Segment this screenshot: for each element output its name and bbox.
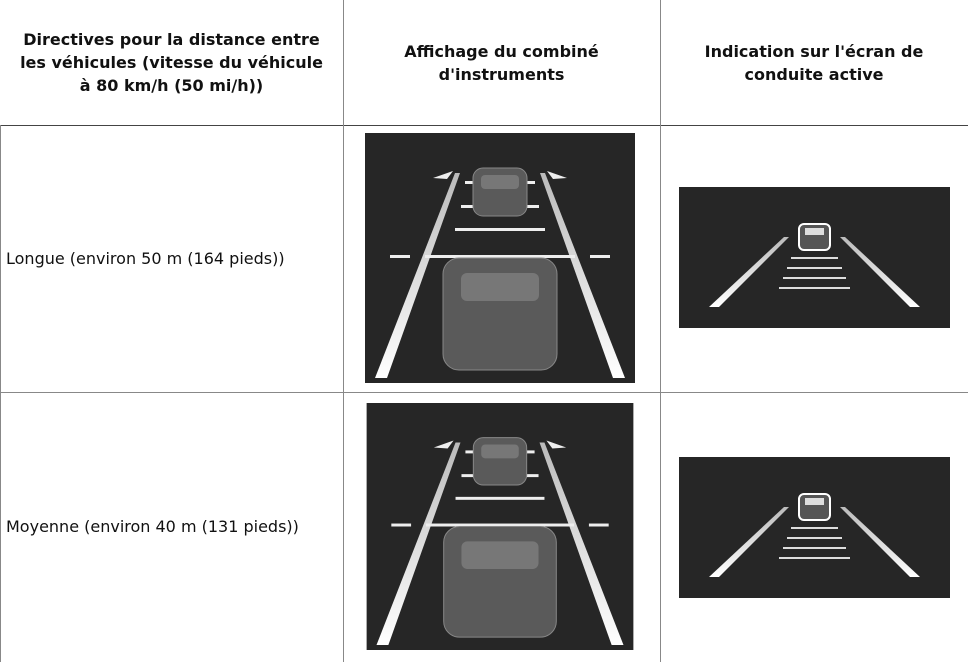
row-border bbox=[0, 125, 968, 126]
active-display-image bbox=[679, 187, 950, 328]
header-cell: Directives pour la distance entre les vé… bbox=[20, 30, 323, 95]
header-cell: Indication sur l'écran de conduite activ… bbox=[704, 41, 924, 84]
column-border bbox=[343, 0, 344, 662]
row-label: Longue (environ 50 m (164 pieds)) bbox=[6, 248, 285, 268]
cluster-image bbox=[365, 403, 635, 650]
column-border bbox=[0, 125, 1, 662]
cluster-image bbox=[365, 133, 635, 383]
row-border bbox=[0, 392, 968, 393]
header-cell: Affichage du combiné d'instruments bbox=[404, 41, 599, 84]
active-display-image bbox=[679, 457, 950, 598]
row-label: Moyenne (environ 40 m (131 pieds)) bbox=[6, 517, 299, 536]
column-border bbox=[660, 0, 661, 662]
